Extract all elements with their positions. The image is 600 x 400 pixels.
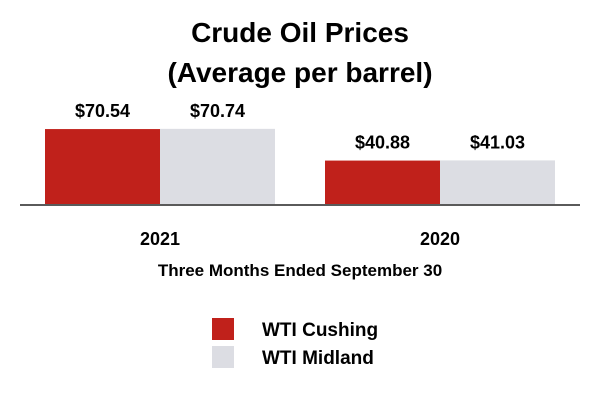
legend-label-wti-cushing: WTI Cushing [262,320,378,341]
chart-title: Crude Oil Prices [191,17,409,48]
bar-wti-midland-2021 [160,128,275,204]
x-tick-label-2021: 2021 [140,229,180,249]
legend-swatch-wti-midland [212,346,234,368]
data-label-wti-midland-2020: $41.03 [470,132,525,152]
legend-swatch-wti-cushing [212,318,234,340]
x-tick-label-2020: 2020 [420,229,460,249]
bar-wti-midland-2020 [440,160,555,204]
bar-wti-cushing-2021 [45,129,160,204]
x-tick-labels: 2021 2020 [140,229,460,249]
data-label-wti-cushing-2021: $70.54 [75,101,130,121]
bar-wti-cushing-2020 [325,160,440,204]
bars-layer [45,128,555,204]
data-labels-layer: $70.54 $70.74 $40.88 $41.03 [75,101,525,153]
chart-subtitle: (Average per barrel) [167,57,432,88]
legend: WTI Cushing WTI Midland [212,318,378,369]
legend-label-wti-midland: WTI Midland [262,348,374,369]
data-label-wti-cushing-2020: $40.88 [355,133,410,153]
x-axis-label: Three Months Ended September 30 [158,261,442,280]
data-label-wti-midland-2021: $70.74 [190,101,245,121]
